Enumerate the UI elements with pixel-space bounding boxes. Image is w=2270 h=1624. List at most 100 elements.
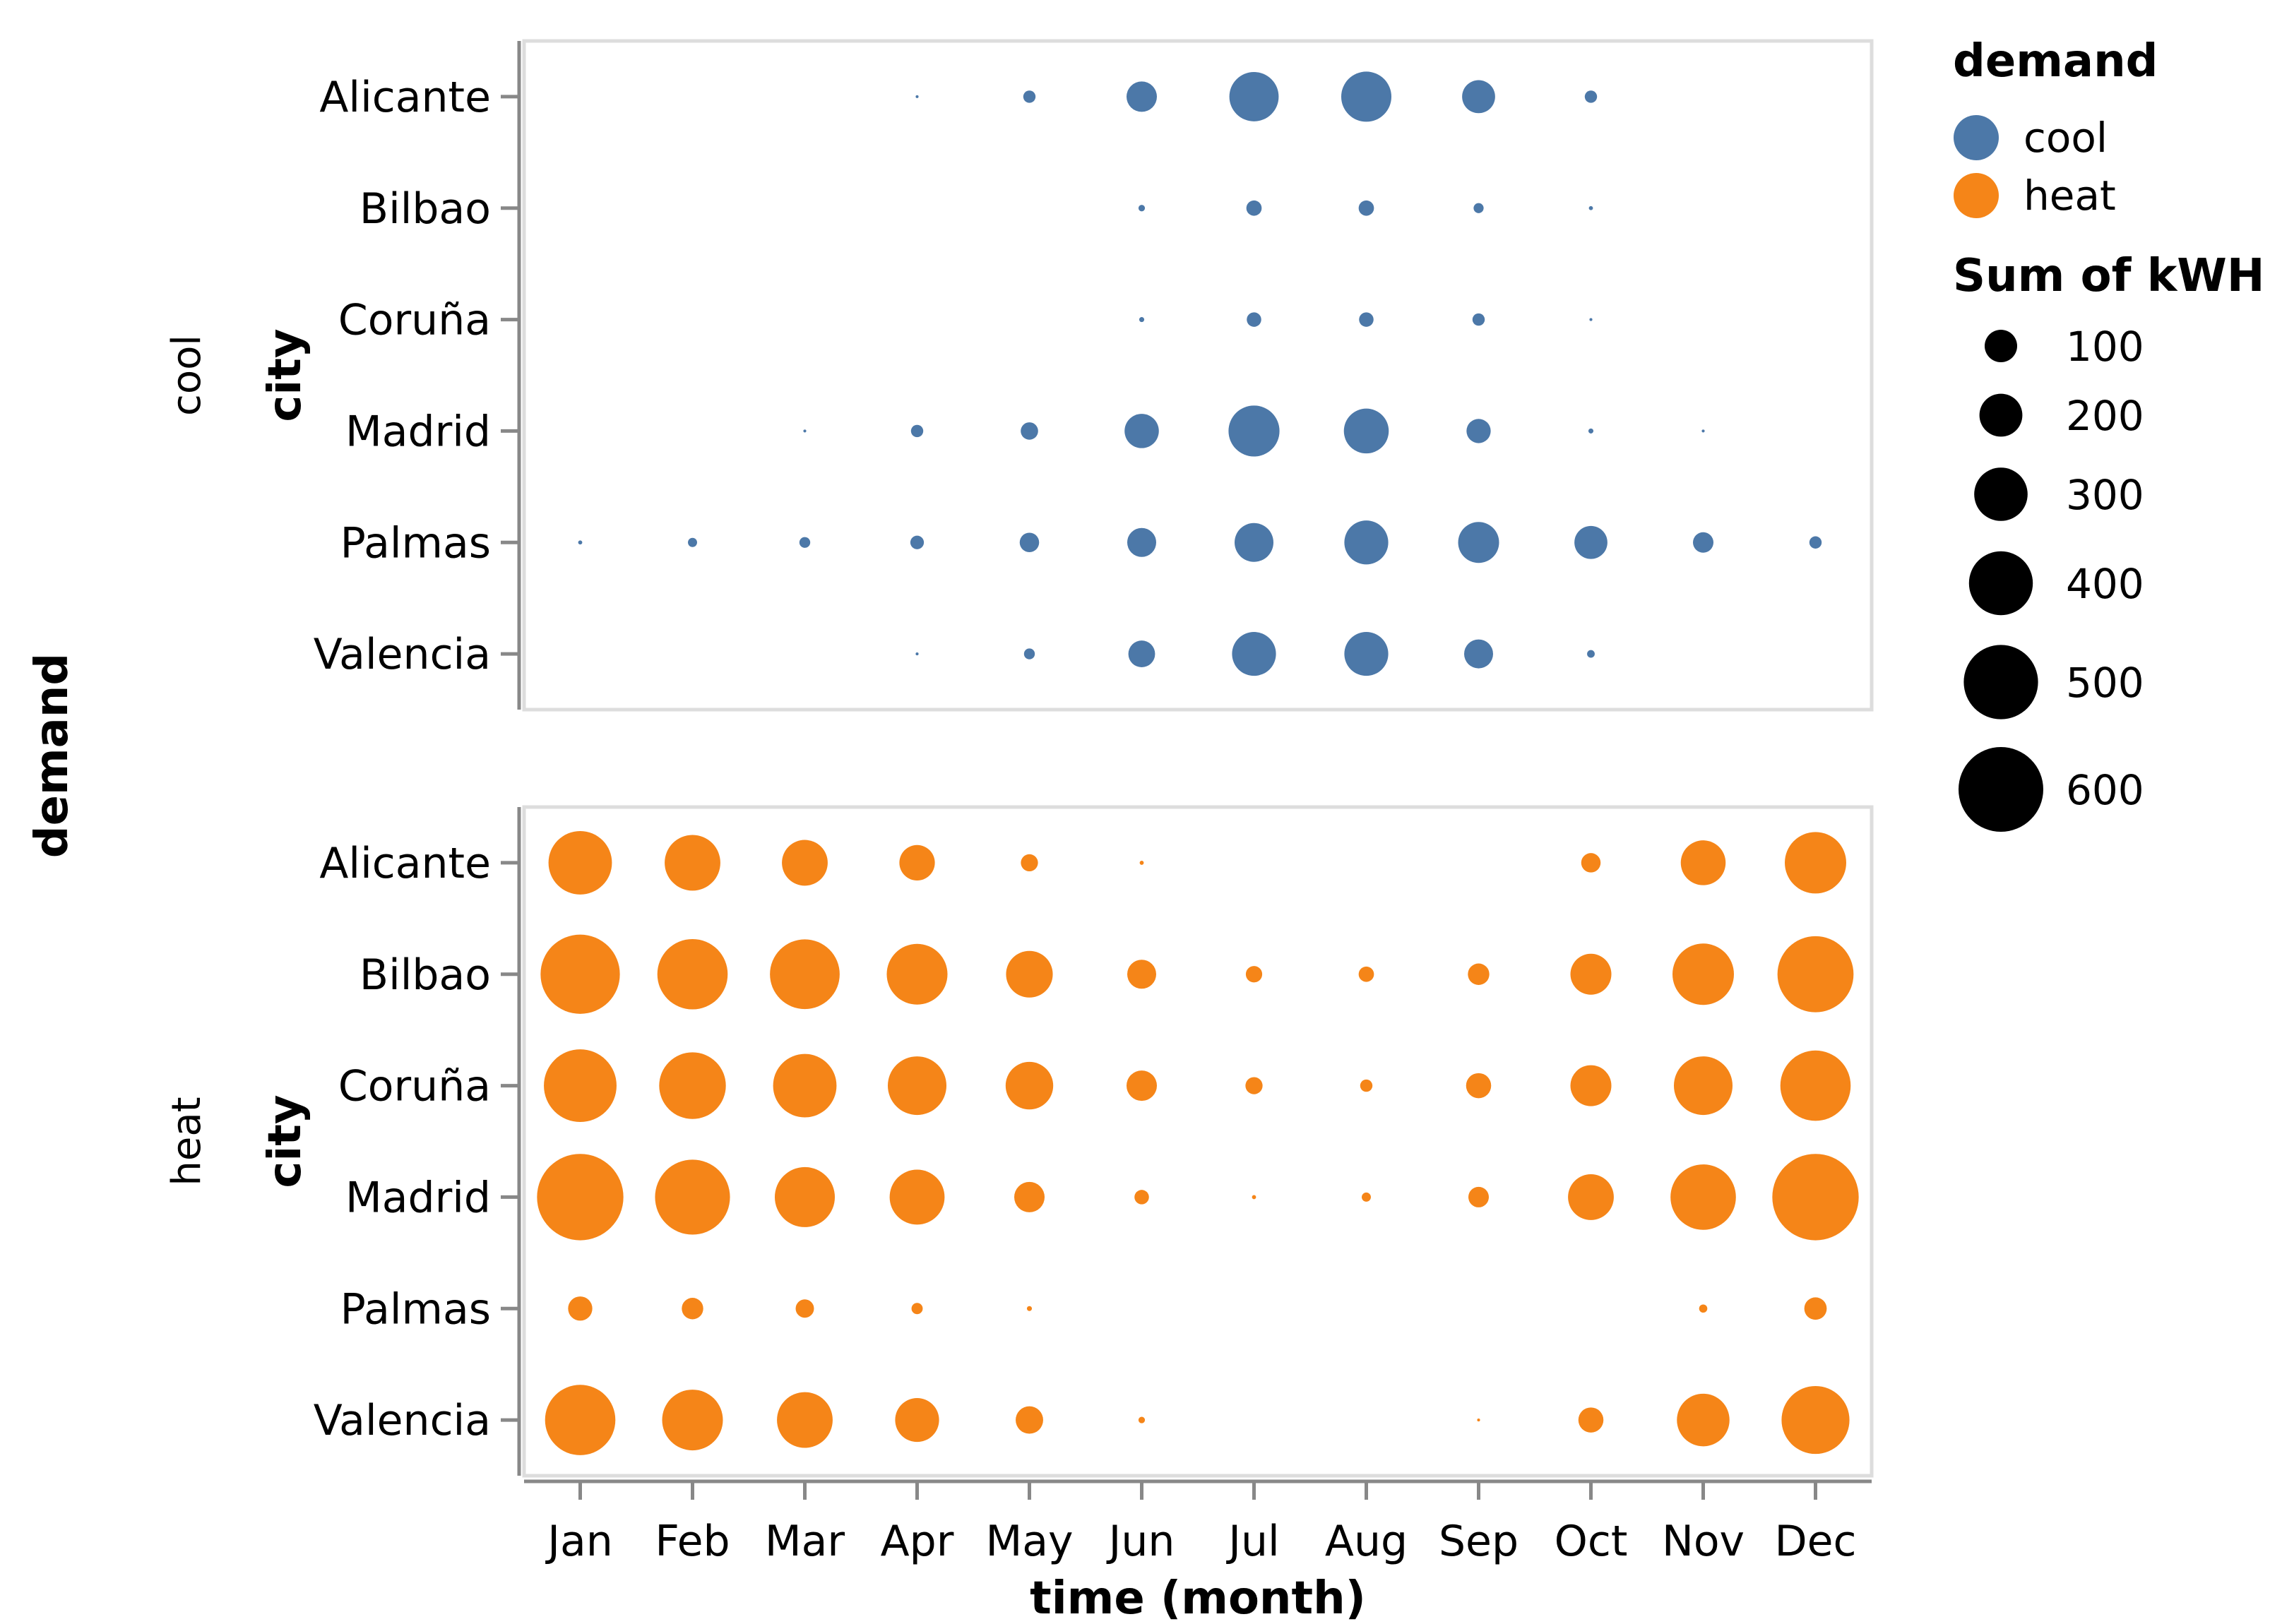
x-tick-label-mar: Mar — [765, 1517, 845, 1566]
bubble-heat-madrid-aug — [1362, 1192, 1371, 1202]
legend-size-circle-600 — [1959, 747, 2043, 832]
bubble-heat-valencia-jun — [1138, 1416, 1146, 1423]
facet-label: cool — [164, 335, 210, 416]
bubble-heat-coruna-apr — [887, 1056, 947, 1116]
bubble-cool-alicante-jul — [1229, 72, 1279, 121]
bubble-heat-madrid-feb — [655, 1159, 730, 1235]
bubble-heat-valencia-dec — [1781, 1386, 1850, 1455]
bubble-cool-palmas-may — [1019, 532, 1040, 552]
y-tick-label-palmas: Palmas — [340, 518, 491, 568]
bubble-heat-madrid-may — [1014, 1181, 1045, 1212]
y-tick-label-madrid: Madrid — [345, 407, 491, 456]
bubble-heat-coruna-sep — [1466, 1073, 1492, 1099]
bubble-heat-bilbao-feb — [657, 938, 728, 1010]
bubble-heat-alicante-oct — [1581, 853, 1601, 873]
bubble-cool-palmas-dec — [1809, 536, 1822, 549]
y-tick-label-valencia: Valencia — [314, 630, 491, 679]
x-tick-label-jul: Jul — [1225, 1517, 1279, 1566]
bubble-heat-alicante-dec — [1785, 832, 1846, 894]
bubble-heat-bilbao-may — [1006, 950, 1053, 998]
bubble-heat-valencia-mar — [777, 1392, 833, 1448]
x-tick-label-dec: Dec — [1774, 1517, 1856, 1566]
bubble-cool-valencia-sep — [1464, 639, 1493, 669]
bubble-heat-coruna-feb — [659, 1052, 726, 1119]
legend: demand cool heat Sum of kWH 100 200 300 400 500 6… — [1953, 35, 2264, 832]
bubble-heat-bilbao-oct — [1570, 953, 1612, 995]
bubble-heat-alicante-mar — [782, 840, 828, 886]
bubble-heat-alicante-jan — [548, 831, 612, 895]
facet-label: heat — [164, 1097, 210, 1186]
x-tick-label-may: May — [985, 1517, 1073, 1566]
bubble-heat-valencia-sep — [1477, 1419, 1480, 1422]
bubble-heat-bilbao-mar — [770, 939, 840, 1010]
legend-label-heat: heat — [2024, 172, 2116, 220]
bubble-cool-valencia-may — [1023, 648, 1035, 659]
bubble-heat-alicante-nov — [1680, 840, 1726, 885]
bubble-cool-madrid-may — [1021, 422, 1038, 440]
bubble-cool-alicante-oct — [1584, 90, 1598, 103]
bubble-cool-madrid-jun — [1124, 414, 1159, 448]
y-tick-label-valencia: Valencia — [314, 1396, 491, 1445]
bubble-heat-palmas-may — [1026, 1306, 1033, 1311]
bubble-heat-bilbao-jul — [1245, 966, 1263, 983]
bubble-heat-coruna-nov — [1673, 1056, 1733, 1116]
x-tick-label-apr: Apr — [881, 1517, 954, 1566]
legend-size-label-400: 400 — [2066, 560, 2144, 608]
bubble-heat-palmas-dec — [1804, 1297, 1827, 1320]
bubble-heat-bilbao-sep — [1468, 963, 1490, 985]
y-tick-label-alicante: Alicante — [319, 839, 491, 888]
legend-size-circle-100 — [1985, 330, 2017, 362]
bubble-heat-coruna-dec — [1780, 1050, 1851, 1121]
bubble-heat-palmas-jan — [568, 1296, 593, 1321]
y-tick-label-coruna: Coruña — [338, 296, 491, 345]
bubble-heat-valencia-may — [1016, 1406, 1043, 1434]
bubble-heat-valencia-apr — [895, 1397, 939, 1443]
bubble-cool-valencia-aug — [1344, 631, 1389, 676]
bubble-heat-valencia-nov — [1677, 1393, 1730, 1447]
bubble-heat-coruna-oct — [1570, 1065, 1612, 1106]
y-tick-label-alicante: Alicante — [319, 73, 491, 122]
bubble-cool-madrid-oct — [1588, 428, 1594, 434]
bubble-heat-valencia-oct — [1578, 1407, 1604, 1433]
bubble-cool-coruna-oct — [1589, 318, 1593, 321]
bubble-heat-palmas-mar — [795, 1299, 814, 1318]
bubble-cool-valencia-oct — [1587, 650, 1595, 658]
bubble-cool-madrid-mar — [803, 429, 807, 433]
bubble-cool-madrid-aug — [1343, 408, 1389, 454]
bubble-heat-alicante-apr — [899, 844, 935, 881]
bubble-heat-madrid-nov — [1670, 1164, 1736, 1230]
x-axis: Jan Feb Mar Apr May Jun Jul Aug Sep Oct Nov Dec — [524, 1479, 1872, 1566]
facet-panels: Alicante Bilbao Coruña Madrid Palmas Valencia… — [164, 39, 1874, 1478]
bubble-heat-coruna-jun — [1127, 1070, 1157, 1101]
bubble-heat-valencia-feb — [662, 1390, 723, 1451]
x-tick-label-feb: Feb — [655, 1517, 730, 1566]
bubble-heat-coruna-jul — [1245, 1077, 1263, 1094]
x-tick-label-jun: Jun — [1106, 1517, 1175, 1566]
bubble-cool-madrid-apr — [910, 424, 924, 438]
bubble-cool-madrid-nov — [1701, 429, 1705, 433]
bubble-heat-alicante-may — [1021, 854, 1038, 872]
legend-size-circle-500 — [1963, 645, 2038, 720]
bubble-heat-madrid-apr — [889, 1169, 945, 1225]
bubble-heat-coruna-aug — [1360, 1079, 1373, 1092]
bubble-cool-coruna-aug — [1359, 312, 1374, 327]
legend-size-label-300: 300 — [2066, 471, 2144, 519]
bubble-cool-palmas-nov — [1693, 532, 1713, 553]
bubble-cool-palmas-jan — [578, 540, 583, 545]
legend-size-circle-400 — [1968, 551, 2033, 616]
bubble-heat-bilbao-jan — [540, 934, 620, 1014]
panel-frame — [522, 805, 1874, 1478]
y-axis-title: city — [259, 328, 311, 422]
bubble-heat-alicante-jun — [1139, 861, 1144, 865]
legend-size-label-100: 100 — [2066, 323, 2144, 371]
bubble-cool-bilbao-sep — [1473, 203, 1484, 213]
bubble-cool-palmas-oct — [1574, 525, 1608, 559]
legend-size-label-500: 500 — [2066, 659, 2144, 707]
bubble-cool-valencia-apr — [915, 652, 919, 656]
legend-size-label-600: 600 — [2066, 766, 2144, 814]
x-tick-label-aug: Aug — [1325, 1517, 1408, 1566]
bubble-cool-coruna-jul — [1247, 312, 1261, 327]
legend-label-cool: cool — [2024, 114, 2108, 162]
bubble-cool-valencia-jul — [1232, 631, 1276, 676]
bubble-heat-bilbao-nov — [1672, 943, 1734, 1005]
